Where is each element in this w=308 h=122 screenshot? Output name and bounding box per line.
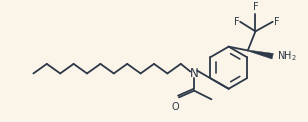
Text: F: F <box>253 2 258 12</box>
Text: O: O <box>171 102 179 112</box>
Text: F: F <box>233 17 239 27</box>
Polygon shape <box>248 50 273 59</box>
Text: NH$_2$: NH$_2$ <box>277 49 296 63</box>
Text: F: F <box>274 17 279 27</box>
Text: N: N <box>190 67 199 80</box>
